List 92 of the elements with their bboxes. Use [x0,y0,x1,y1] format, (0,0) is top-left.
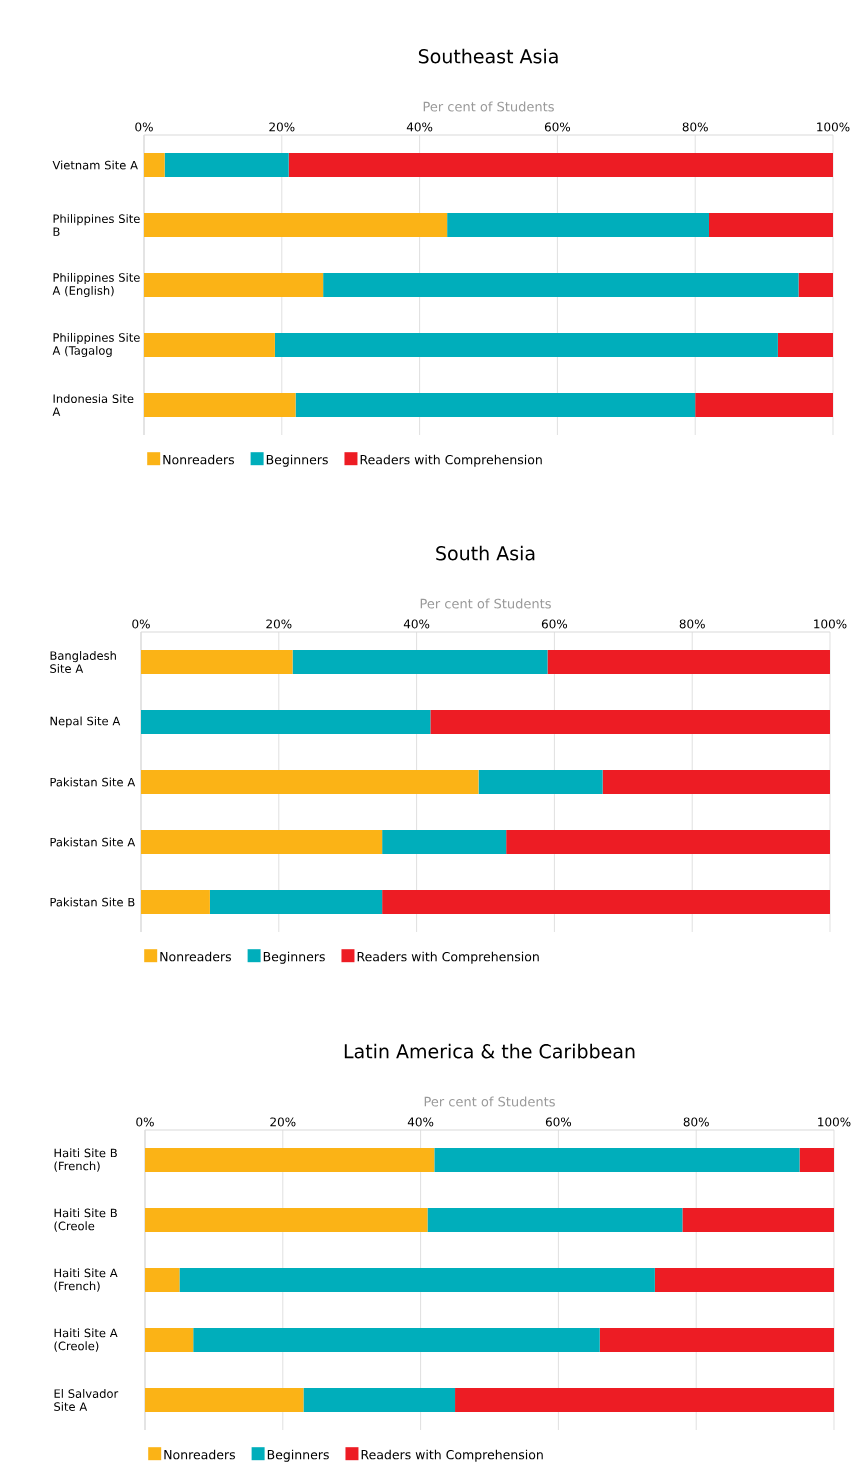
y-tick-label: Philippines Site A (English) [52,272,140,298]
y-tick-label: Pakistan Site A [50,777,135,787]
legend-label: Beginners [267,1449,329,1462]
x-tick-label: 0% [135,122,153,132]
y-tick-label: Philippines Site A (Tagalog [52,332,140,358]
y-tick-label: Pakistan Site A [50,837,135,847]
chart-title: South Asia [435,545,535,561]
bar [430,710,830,734]
x-tick-label: 20% [266,619,292,629]
bar [427,1208,683,1232]
bar [209,890,382,914]
y-tick-label: Indonesia Site A [52,394,134,416]
bar [164,153,289,177]
bar [179,1268,655,1292]
x-tick-label: 60% [544,122,570,132]
x-tick-label: 60% [541,619,567,629]
x-tick-label: 40% [407,1117,434,1127]
bar [140,770,479,794]
x-tick-label: 100% [813,619,847,629]
bar [547,650,830,674]
bar [140,890,210,914]
bar [682,1208,834,1232]
bar [143,153,165,177]
bar [777,333,833,357]
bar [292,650,548,674]
y-tick-label: El Salvador Site A [53,1389,118,1411]
bar [144,1387,304,1412]
legend-label: Readers with Comprehension [357,951,539,964]
bar [381,890,830,914]
legend-label: Nonreaders [164,1449,235,1460]
bar [798,273,833,297]
x-tick-label: 40% [406,122,433,132]
bar [694,393,833,417]
x-tick-label: 40% [403,619,430,629]
bar [144,1148,435,1172]
x-tick-label: 80% [682,122,708,132]
legend-label: Readers with Comprehension [361,1449,543,1462]
bar [192,1328,600,1352]
y-tick-label: Haiti Site B (French) [54,1148,117,1172]
x-tick-label: 0% [132,619,150,629]
x-tick-label: 80% [679,619,705,629]
x-tick-label: 0% [136,1117,154,1127]
y-tick-label: Philippines Site B [53,214,140,236]
bar [140,830,382,854]
bar [144,1208,428,1232]
bar [143,393,296,417]
bar [140,650,293,674]
legend-label: Beginners [266,454,328,467]
y-tick-label: Haiti Site A (French) [54,1268,118,1292]
bar [446,213,709,237]
y-tick-label: Bangladesh Site A [49,651,116,673]
bar [295,393,695,417]
legend-label: Nonreaders [163,454,234,465]
x-tick-label: 60% [545,1117,571,1127]
y-tick-label: Pakistan Site B [50,897,135,907]
chart-title: Latin America & the Caribbean [344,1043,635,1059]
bar [454,1387,834,1412]
bar [434,1148,800,1172]
bar [144,1328,193,1352]
bar [288,153,833,177]
bar [799,1148,834,1172]
x-axis-title: Per cent of Students [420,598,551,609]
legend-label: Readers with Comprehension [360,454,542,467]
x-tick-label: 100% [816,122,850,132]
bar [144,1268,180,1292]
x-axis-title: Per cent of Students [424,1096,555,1107]
chart-title: Southeast Asia [418,48,558,64]
bar [599,1328,834,1352]
x-tick-label: 20% [269,122,295,132]
bar [274,333,778,357]
x-tick-label: 80% [683,1117,709,1127]
bar [143,273,323,297]
bar [303,1387,455,1412]
bar [602,770,830,794]
bar [478,770,603,794]
bar [143,333,275,357]
y-tick-label: Haiti Site B (Creole [54,1208,117,1232]
bar [381,830,506,854]
bar [322,273,799,297]
x-tick-label: 100% [817,1117,851,1127]
x-axis-title: Per cent of Students [423,101,554,112]
bar [143,213,447,237]
y-tick-label: Vietnam Site A [52,160,138,170]
bar [140,710,431,734]
bar [708,213,833,237]
legend-label: Beginners [263,951,325,964]
bar [654,1268,834,1292]
legend-label: Nonreaders [160,951,231,962]
bar [505,830,830,854]
y-tick-label: Nepal Site A [50,716,120,728]
x-tick-label: 20% [270,1117,296,1127]
y-tick-label: Haiti Site A (Creole) [54,1328,118,1352]
